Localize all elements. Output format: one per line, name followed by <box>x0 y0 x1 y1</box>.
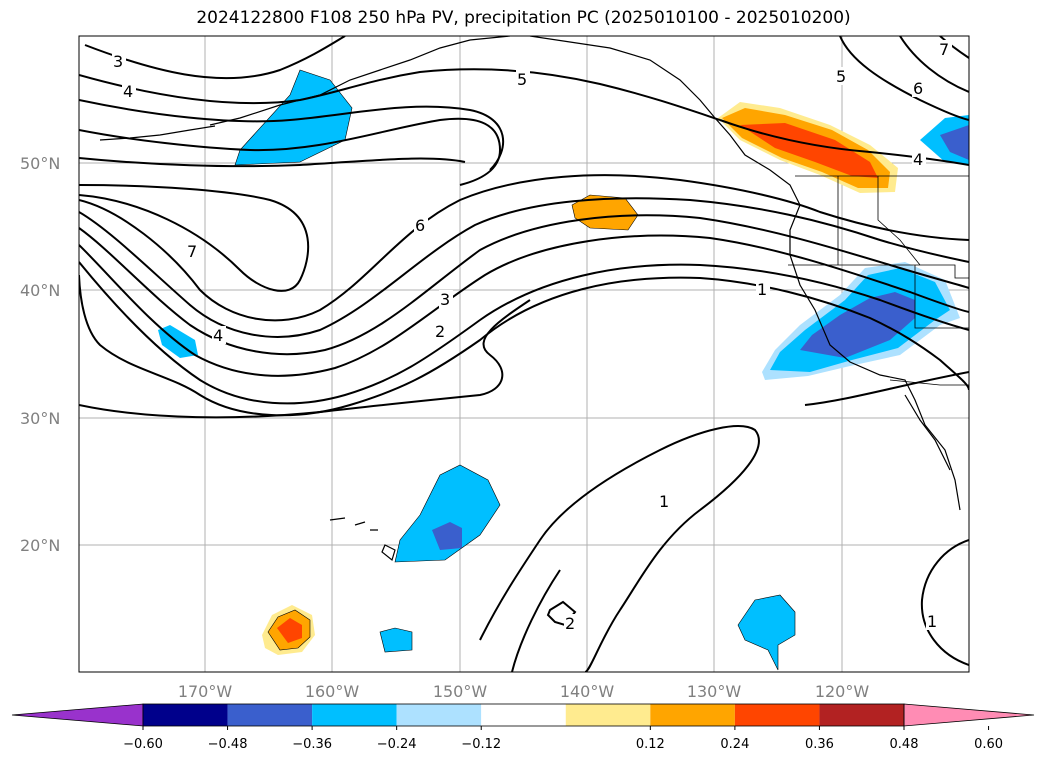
coast-aleutians <box>99 125 216 141</box>
contour-label: 3 <box>440 290 450 309</box>
lon-label: 170°W <box>178 682 233 701</box>
contour-4-north <box>79 68 721 121</box>
contour-label: 7 <box>187 242 197 261</box>
colorbar: −0.60 −0.48 −0.36 −0.24 −0.12 0.12 0.24 0.36 0.4… <box>11 703 1035 752</box>
contour-6-northeast <box>899 36 969 93</box>
colorbar-tick-label: −0.12 <box>461 737 501 752</box>
lon-label: 130°W <box>687 682 742 701</box>
colorbar-ticks: −0.60 −0.48 −0.36 −0.24 −0.12 0.12 0.24 0.36 0.4… <box>123 726 1003 752</box>
colorbar-tick-label: 0.36 <box>805 737 834 752</box>
precip-blob-central <box>572 195 638 230</box>
contour-label: 5 <box>517 70 527 89</box>
coast-north-america <box>529 36 961 511</box>
precip-blob-southeast <box>738 595 795 670</box>
contour-7-northeast <box>939 36 969 59</box>
contour-labels: 3 4 5 6 7 6 7 4 5 6 3 2 1 1 <box>113 40 950 633</box>
colorbar-segments <box>11 703 1035 727</box>
contour-7-north <box>79 157 466 168</box>
contour-label: 6 <box>415 216 425 235</box>
contour-1-east <box>920 539 969 666</box>
contour-1-tongue-west <box>511 569 561 672</box>
precip-core-southwest <box>277 618 302 643</box>
lat-label: 30°N <box>20 409 60 428</box>
contour-3-north <box>84 36 346 80</box>
contour-5-mid <box>79 197 969 338</box>
contour-label: 1 <box>659 492 669 511</box>
lat-label: 20°N <box>20 536 60 555</box>
colorbar-segment <box>312 704 397 726</box>
coast-baja <box>904 394 951 471</box>
contour-6-north <box>79 117 502 186</box>
colorbar-tick-label: −0.24 <box>377 737 417 752</box>
map-title: 2024122800 F108 250 hPa PV, precipitatio… <box>196 8 851 28</box>
border-state-1 <box>788 264 969 279</box>
lat-labels: 50°N 40°N 30°N 20°N <box>20 154 60 555</box>
contour-1-east-2 <box>804 371 969 406</box>
lon-label: 140°W <box>560 682 615 701</box>
contour-5-northeast <box>839 36 969 121</box>
contour-label: 2 <box>435 322 445 341</box>
contour-loop <box>79 184 310 292</box>
border-us-mexico <box>889 379 969 386</box>
precip-blob-south <box>380 628 412 652</box>
colorbar-segment <box>565 704 651 726</box>
contour-3-mid <box>79 234 969 377</box>
coast-alaska <box>209 36 511 126</box>
contour-1-tongue <box>479 425 760 672</box>
contour-label: 2 <box>565 614 575 633</box>
contour-1-south <box>79 299 531 419</box>
contour-label: 5 <box>836 67 846 86</box>
contour-label: 6 <box>913 79 923 98</box>
precip-blob-hawaii <box>395 465 500 562</box>
lat-label: 50°N <box>20 154 60 173</box>
colorbar-tick-label: 0.24 <box>720 737 749 752</box>
contour-label: 4 <box>913 150 923 169</box>
coast-hawaii <box>329 517 396 562</box>
precip-core-northeast <box>940 125 969 160</box>
contour-2-mid <box>79 261 969 405</box>
colorbar-segment <box>227 704 313 726</box>
contour-label: 7 <box>939 40 949 59</box>
lon-label: 150°W <box>433 682 488 701</box>
contour-1-mid <box>79 274 969 417</box>
lon-labels: 170°W 160°W 150°W 140°W 130°W 120°W <box>178 682 870 701</box>
map-frame <box>78 35 970 673</box>
precip-outlines <box>234 69 796 671</box>
colorbar-segment <box>396 704 482 726</box>
colorbar-tick-label: 0.48 <box>890 737 919 752</box>
colorbar-tick-label: −0.48 <box>208 737 248 752</box>
lon-label: 120°W <box>815 682 870 701</box>
colorbar-segment <box>481 704 566 726</box>
colorbar-segment <box>819 704 904 726</box>
colorbar-segment <box>143 704 228 726</box>
precip-core-hawaii <box>432 522 462 550</box>
contour-label: 1 <box>927 612 937 631</box>
colorbar-frame <box>142 703 905 727</box>
contour-4-northeast <box>719 119 969 166</box>
contour-4-mid <box>79 214 969 356</box>
coastlines <box>99 36 961 562</box>
contour-label: 3 <box>113 52 123 71</box>
colorbar-extend-min <box>11 703 144 727</box>
colorbar-tick-label: 0.60 <box>974 737 1003 752</box>
colorbar-tick-label: 0.12 <box>636 737 665 752</box>
border-state-4 <box>914 265 969 329</box>
colorbar-tick-label: −0.60 <box>123 737 163 752</box>
contour-label: 4 <box>123 82 133 101</box>
lat-label: 40°N <box>20 281 60 300</box>
contour-label: 4 <box>213 326 223 345</box>
contour-label: 1 <box>757 280 767 299</box>
pv-contours <box>79 36 969 672</box>
colorbar-segment <box>734 704 820 726</box>
contour-5-north <box>79 99 504 171</box>
contour-6-mid <box>79 174 969 322</box>
colorbar-tick-label: −0.36 <box>292 737 332 752</box>
colorbar-extend-max <box>903 703 1035 727</box>
lon-label: 160°W <box>305 682 360 701</box>
colorbar-segment <box>650 704 735 726</box>
